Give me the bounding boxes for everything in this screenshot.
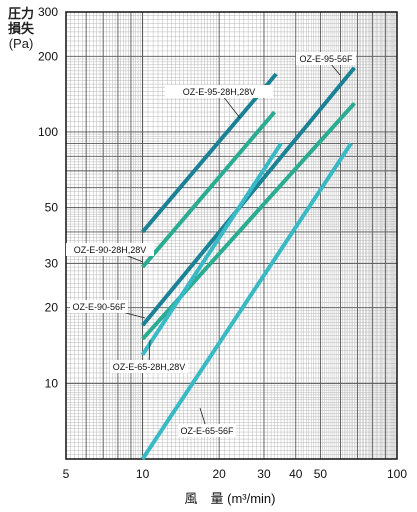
x-tick-label: 5 <box>63 467 70 481</box>
series-line-3 <box>141 110 277 269</box>
annotation-label: OZ-E-90-56F <box>72 302 126 312</box>
y-axis-title-line2: 損失 <box>7 21 34 36</box>
y-tick-label: 30 <box>45 256 59 270</box>
y-axis-title: 圧力 損失 (Pa) <box>6 6 36 51</box>
y-axis-title-line1: 圧力 <box>7 6 34 21</box>
annotation-box <box>296 52 356 65</box>
y-tick-label: 100 <box>38 125 58 139</box>
annotation-layer: OZ-E-95-28H,28V OZ-E-95-56F OZ-E-90-28H,28… <box>66 52 356 437</box>
tick-layer: 5 10 20 30 40 50 100 10 20 30 50 100 200 300 <box>38 5 407 481</box>
annotation-label: OZ-E-90-28H,28V <box>74 245 147 255</box>
x-tick-label: 50 <box>314 467 328 481</box>
y-tick-label: 300 <box>38 5 58 19</box>
series-line-1 <box>141 72 278 234</box>
y-tick-label: 50 <box>45 201 59 215</box>
x-tick-label: 10 <box>136 467 150 481</box>
x-tick-label: 40 <box>289 467 303 481</box>
y-axis-unit: (Pa) <box>8 36 34 51</box>
annotation-label: OZ-E-95-56F <box>299 54 353 64</box>
annotation-label: OZ-E-95-28H,28V <box>183 87 256 97</box>
x-tick-label: 20 <box>212 467 226 481</box>
series-line-5 <box>140 142 283 356</box>
plot-frame <box>65 11 398 460</box>
series-layer <box>140 66 356 461</box>
series-line-6 <box>140 142 353 461</box>
x-tick-label: 30 <box>257 467 271 481</box>
x-axis-title: 風 量 (m³/min) <box>184 491 276 506</box>
annotation-box <box>70 300 128 313</box>
annotation-box <box>165 85 273 98</box>
y-tick-label: 10 <box>45 376 59 390</box>
y-tick-label: 20 <box>45 301 59 315</box>
annotation-box <box>110 360 188 373</box>
annotation-label: OZ-E-65-28H,28V <box>113 362 186 372</box>
annotation-box <box>66 243 154 256</box>
annotation-label: OZ-E-65-56F <box>180 426 234 436</box>
y-tick-label: 200 <box>38 49 58 63</box>
annotation-box <box>178 424 236 437</box>
x-tick-label: 100 <box>387 467 407 481</box>
